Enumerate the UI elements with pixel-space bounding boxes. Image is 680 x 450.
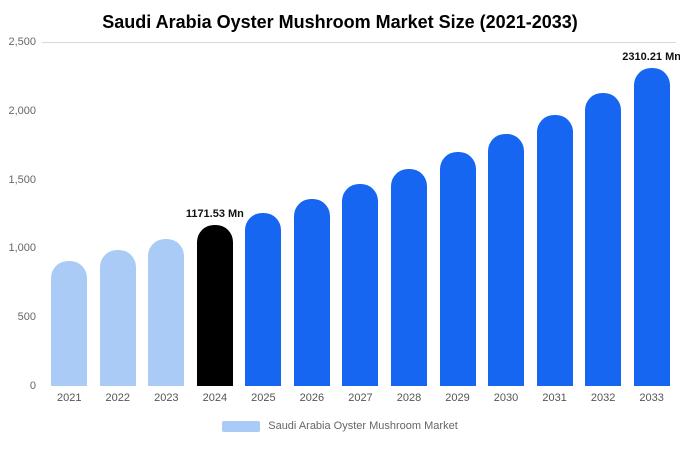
x-axis-label-2030: 2030 — [493, 392, 519, 404]
bar-slot — [482, 42, 531, 386]
x-axis-label-2027: 2027 — [348, 392, 373, 404]
bar-slot — [579, 42, 628, 386]
bar-column-2023: 2023 — [142, 42, 191, 410]
bar-2021[interactable] — [51, 260, 88, 386]
bar-column-2030: 2030 — [482, 42, 531, 410]
bar-slot — [627, 42, 676, 386]
bar-slot — [142, 42, 191, 386]
legend-swatch-icon — [222, 420, 261, 432]
x-axis-label-2021: 2021 — [57, 392, 82, 404]
bar-2028[interactable] — [390, 168, 427, 386]
bar-2027[interactable] — [342, 184, 379, 386]
bar-2022[interactable] — [99, 249, 136, 386]
bar-column-2032: 2032 — [579, 42, 628, 410]
bar-slot — [94, 42, 143, 386]
bar-slot — [336, 42, 385, 386]
bar-2032[interactable] — [585, 92, 622, 386]
x-axis-label-2024: 2024 — [202, 392, 228, 404]
bar-column-2031: 2031 — [530, 42, 579, 410]
legend: Saudi Arabia Oyster Mushroom Market — [0, 420, 680, 432]
chart-title: Saudi Arabia Oyster Mushroom Market Size… — [102, 12, 578, 32]
bar-slot — [288, 42, 337, 386]
bar-slot — [530, 42, 579, 386]
bar-2030[interactable] — [488, 134, 525, 386]
bar-slot — [45, 42, 94, 386]
bar-column-2025: 2025 — [239, 42, 288, 410]
plot-area: 2021 2022 2023 1171.53 Mn 2024 2025 2026 2027 20… — [0, 36, 680, 410]
x-axis-label-2033: 2033 — [639, 392, 664, 404]
x-axis-label-2023: 2023 — [154, 392, 179, 404]
bar-column-2033: 2310.21 Mn 2033 — [622, 42, 680, 410]
x-axis-label-2031: 2031 — [542, 392, 567, 404]
bar-column-2026: 2026 — [288, 42, 337, 410]
bar-column-2028: 2028 — [385, 42, 434, 410]
bar-slot — [191, 42, 240, 386]
x-axis-label-2032: 2032 — [590, 392, 616, 404]
x-axis-label-2025: 2025 — [251, 392, 276, 404]
y-axis-tick-label: 0 — [29, 380, 36, 392]
bar-2033[interactable] — [633, 68, 670, 386]
y-axis-tick-label: 2,000 — [8, 104, 36, 117]
bar-value-label: 2310.21 Mn — [622, 51, 680, 64]
bar-slot — [385, 42, 434, 386]
y-axis-tick-label: 2,500 — [8, 36, 36, 48]
bar-column-2029: 2029 — [433, 42, 482, 410]
bar-slot — [239, 42, 288, 386]
x-axis-label-2026: 2026 — [299, 392, 325, 404]
bar-2024[interactable] — [196, 224, 233, 386]
bar-2026[interactable] — [293, 198, 330, 386]
bar-value-label: 1171.53 Mn — [185, 207, 244, 220]
y-axis-tick-label: 500 — [17, 311, 36, 324]
bar-2025[interactable] — [245, 212, 282, 386]
bar-column-2022: 2022 — [94, 42, 143, 410]
bar-column-2024: 1171.53 Mn 2024 — [186, 42, 244, 410]
bar-2031[interactable] — [536, 114, 573, 386]
x-axis-label-2029: 2029 — [445, 392, 470, 404]
y-axis-tick-label: 1,000 — [8, 242, 36, 255]
bar-2029[interactable] — [439, 152, 476, 386]
y-axis-tick-label: 1,500 — [8, 173, 36, 186]
legend-item[interactable]: Saudi Arabia Oyster Mushroom Market — [222, 420, 458, 432]
x-axis-label-2028: 2028 — [396, 392, 422, 404]
bar-slot — [433, 42, 482, 386]
legend-label: Saudi Arabia Oyster Mushroom Market — [268, 420, 458, 432]
bar-2023[interactable] — [148, 238, 185, 386]
bar-columns: 2021 2022 2023 1171.53 Mn 2024 2025 2026 2027 20… — [45, 42, 680, 410]
x-axis-label-2022: 2022 — [105, 392, 131, 404]
bar-column-2027: 2027 — [336, 42, 385, 410]
bar-column-2021: 2021 — [45, 42, 94, 410]
gridline-top — [42, 42, 676, 43]
